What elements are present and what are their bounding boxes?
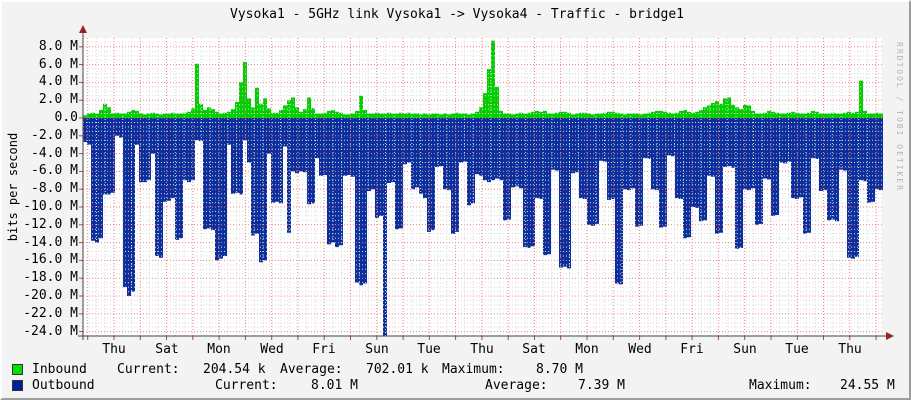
legend-text: 8.01 M [311,378,358,393]
legend-text: Outbound [32,378,95,393]
x-tick-label: Tue [417,342,441,357]
x-tick-label: Fri [680,342,704,357]
legend-text: 204.54 k [203,362,266,377]
y-tick-label: -20.0 M [23,288,78,303]
y-tick-label: 4.0 M [38,74,78,90]
rrdtool-watermark: RRDTOOL / TOBI OETIKER [895,42,904,192]
inbound-area [83,40,883,118]
y-tick-label: -6.0 M [31,163,78,179]
legend-swatch-outbound [12,380,23,391]
y-axis-arrow-icon [79,25,87,33]
legend-text: Inbound [32,362,87,377]
x-tick-label: Sun [365,342,389,357]
legend-text: 24.55 M [840,378,895,393]
x-tick-label: Wed [260,342,284,357]
x-tick-label: Mon [575,342,599,357]
y-tick-label: -8.0 M [31,181,78,197]
x-tick-label: Wed [628,342,652,357]
y-tick-label: -10.0 M [23,199,78,214]
x-tick-label: Sat [155,342,179,357]
legend-text: Maximum: [749,378,812,393]
x-tick-label: Mon [207,342,231,357]
x-tick-label: Tue [785,342,809,357]
x-tick-label: Thu [470,342,494,357]
y-tick-label: -4.0 M [31,145,78,161]
x-tick-label: Sat [522,342,546,357]
legend-text: Maximum: [442,362,505,377]
y-tick-label: -22.0 M [23,305,78,321]
y-tick-label: -12.0 M [23,216,78,232]
y-tick-label: -16.0 M [23,252,78,268]
y-tick-label: 2.0 M [38,92,78,108]
graph-title: Vysoka1 - 5GHz link Vysoka1 -> Vysoka4 -… [230,7,684,22]
y-tick-label: 8.0 M [38,38,78,54]
y-tick-label: -24.0 M [23,323,78,339]
legend-text: 702.01 k [366,362,429,377]
y-tick-label: -2.0 M [31,127,78,143]
legend-text: 7.39 M [578,378,625,393]
legend-swatch-inbound [12,364,23,375]
y-tick-label: -18.0 M [23,270,78,286]
x-tick-label: Sun [733,342,757,357]
x-axis-arrow-icon [886,332,894,340]
y-tick-label: -14.0 M [23,234,78,250]
outbound-area [83,118,883,336]
x-tick-label: Fri [312,342,336,357]
legend-text: Average: [485,378,548,393]
legend-text: 8.70 M [536,362,583,377]
y-tick-label: 6.0 M [38,56,78,72]
y-tick-label: 0.0 [54,110,78,125]
x-tick-label: Thu [102,342,126,357]
legend-text: Current: [117,362,180,377]
x-tick-label: Thu [838,342,862,357]
legend-text: Average: [280,362,343,377]
legend-text: Current: [215,378,278,393]
